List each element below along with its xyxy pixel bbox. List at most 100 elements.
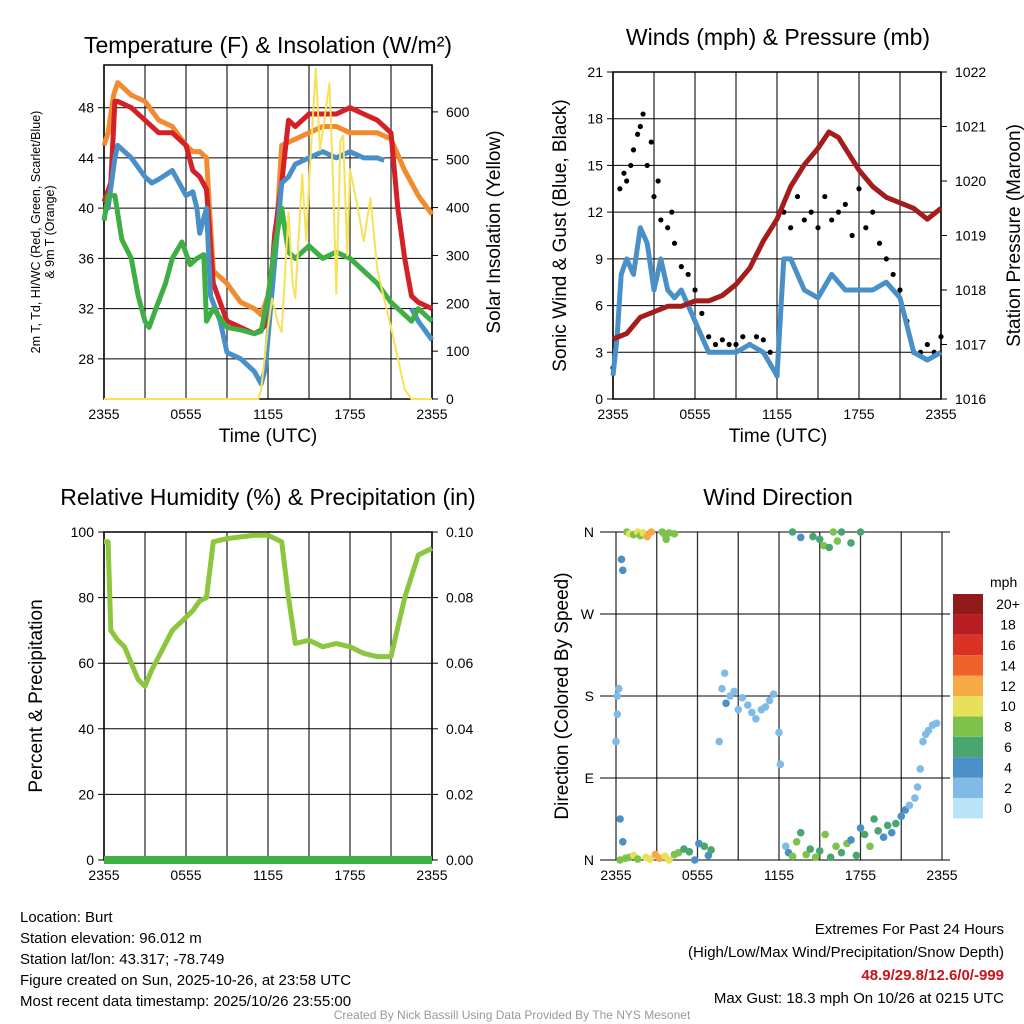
direction-point bbox=[665, 856, 673, 864]
y-tick-label: 21 bbox=[587, 64, 603, 80]
max-gust: Max Gust: 18.3 mph On 10/26 at 0215 UTC bbox=[714, 990, 1004, 1007]
y-tick-label: 9 bbox=[595, 251, 603, 267]
credit: Created By Nick Bassill Using Data Provi… bbox=[334, 1008, 691, 1022]
x-tick-label: 1755 bbox=[334, 406, 365, 422]
direction-point bbox=[761, 703, 770, 711]
x-tick-label: 2355 bbox=[416, 867, 447, 883]
y2-tick-label: 1017 bbox=[955, 337, 986, 353]
series-line-td bbox=[101, 193, 434, 337]
y2-tick-label: 0.02 bbox=[446, 786, 473, 802]
y-tick-label: 40 bbox=[78, 721, 94, 737]
colorbar-swatch bbox=[953, 798, 983, 819]
gust-point bbox=[938, 334, 944, 340]
y2-tick-label: 100 bbox=[446, 343, 470, 359]
direction-point bbox=[730, 687, 738, 696]
colorbar-label: 12 bbox=[1000, 678, 1016, 694]
x-tick-label: 2355 bbox=[416, 406, 447, 422]
y2-tick-label: 0.04 bbox=[446, 721, 473, 737]
y-tick-label: W bbox=[581, 606, 595, 622]
direction-point bbox=[870, 815, 878, 823]
y2-tick-label: 1018 bbox=[955, 282, 986, 298]
direction-point bbox=[633, 855, 642, 863]
station-info: Location: Burt Station elevation: 96.012… bbox=[20, 909, 351, 1010]
direction-point bbox=[874, 827, 882, 835]
colorbar-title: mph bbox=[990, 574, 1017, 590]
direction-point bbox=[905, 801, 914, 810]
direction-point bbox=[856, 528, 865, 536]
y-axis-label-2: & 9m T (Orange) bbox=[43, 185, 57, 278]
direction-point bbox=[847, 539, 855, 547]
gust-point bbox=[733, 341, 739, 348]
x-tick-label: 1155 bbox=[764, 867, 794, 883]
gust-point bbox=[870, 209, 876, 215]
colorbar-swatch bbox=[953, 594, 983, 615]
y2-tick-label: 0.08 bbox=[446, 590, 473, 606]
gust-point bbox=[671, 240, 678, 246]
x-tick-label: 0555 bbox=[170, 867, 201, 883]
direction-point bbox=[612, 737, 620, 746]
direction-point bbox=[806, 845, 815, 853]
gust-point bbox=[829, 217, 835, 223]
direction-point bbox=[837, 528, 846, 536]
direction-point bbox=[837, 848, 846, 857]
y-tick-label: 80 bbox=[78, 590, 94, 606]
y2-tick-label: 0.10 bbox=[446, 524, 473, 540]
y-tick-label: 48 bbox=[78, 100, 94, 116]
direction-point bbox=[796, 533, 805, 542]
colorbar-label: 14 bbox=[1000, 657, 1016, 673]
direction-point bbox=[847, 836, 855, 844]
x-tick-label: 0555 bbox=[679, 406, 710, 422]
gust-point bbox=[794, 193, 801, 200]
direction-point bbox=[617, 555, 626, 564]
direction-point bbox=[618, 837, 627, 846]
lat-lon: Station lat/lon: 43.317; -78.749 bbox=[20, 951, 224, 968]
gust-point bbox=[849, 232, 855, 239]
colorbar-swatch bbox=[953, 675, 983, 696]
y2-tick-label: 200 bbox=[446, 295, 470, 311]
x-tick-label: 0555 bbox=[170, 406, 201, 422]
y-tick-label: 28 bbox=[78, 351, 94, 367]
direction-point bbox=[722, 699, 730, 708]
y2-tick-label: 300 bbox=[446, 247, 470, 263]
x-tick-label: 1755 bbox=[845, 867, 876, 883]
series-line-9m-t bbox=[101, 80, 435, 318]
y2-tick-label: 400 bbox=[446, 200, 470, 216]
x-tick-label: 1155 bbox=[253, 867, 283, 883]
direction-point bbox=[916, 765, 925, 773]
x-tick-label: 2355 bbox=[926, 867, 957, 883]
x-tick-label: 1155 bbox=[762, 406, 792, 422]
direction-point bbox=[792, 837, 801, 846]
winds-panel: Winds (mph) & Pressure (mb) 2355 0555 1155 1… bbox=[550, 24, 1024, 447]
y-tick-label: N bbox=[584, 852, 594, 868]
y2-tick-label: 1019 bbox=[955, 228, 986, 244]
plot-frame bbox=[103, 64, 433, 400]
direction-point bbox=[662, 535, 671, 544]
y-axis-label: Direction (Colored By Speed) bbox=[552, 572, 573, 819]
direction-point bbox=[887, 828, 896, 837]
direction-point bbox=[743, 701, 752, 709]
gust-point bbox=[863, 225, 869, 231]
gust-point bbox=[842, 201, 848, 207]
gust-point bbox=[658, 217, 664, 223]
gust-point bbox=[897, 287, 903, 293]
gust-point bbox=[621, 170, 627, 176]
gust-point bbox=[883, 256, 889, 262]
colorbar-label: 8 bbox=[1004, 719, 1012, 735]
gust-point bbox=[890, 271, 896, 278]
x-tick-label: 2355 bbox=[925, 406, 956, 422]
colorbar-label: 4 bbox=[1004, 759, 1012, 775]
y-tick-label: 15 bbox=[587, 157, 603, 173]
direction-point bbox=[825, 543, 834, 552]
colorbar-swatch bbox=[953, 777, 983, 798]
wind-direction-panel: Wind Direction 2355 0555 1155 1755 2355 N E S W N D… bbox=[552, 484, 1020, 883]
extremes-values: 48.9/29.8/12.6/0/-999 bbox=[861, 967, 1004, 984]
direction-point bbox=[613, 710, 622, 719]
x-tick-label: 0555 bbox=[682, 867, 713, 883]
direction-point bbox=[781, 842, 790, 851]
x-axis-label: Time (UTC) bbox=[219, 426, 318, 447]
y-tick-label: S bbox=[585, 688, 594, 704]
direction-point bbox=[932, 719, 941, 728]
direction-point bbox=[647, 528, 656, 536]
direction-point bbox=[833, 537, 842, 545]
